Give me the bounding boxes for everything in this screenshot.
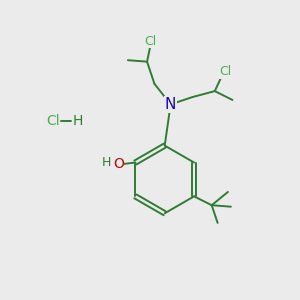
- Text: H: H: [101, 156, 111, 169]
- Text: Cl: Cl: [219, 65, 231, 79]
- Text: Cl: Cl: [46, 114, 60, 128]
- Text: N: N: [165, 97, 176, 112]
- Text: H: H: [73, 114, 83, 128]
- Text: Cl: Cl: [144, 34, 156, 48]
- Text: O: O: [113, 157, 124, 171]
